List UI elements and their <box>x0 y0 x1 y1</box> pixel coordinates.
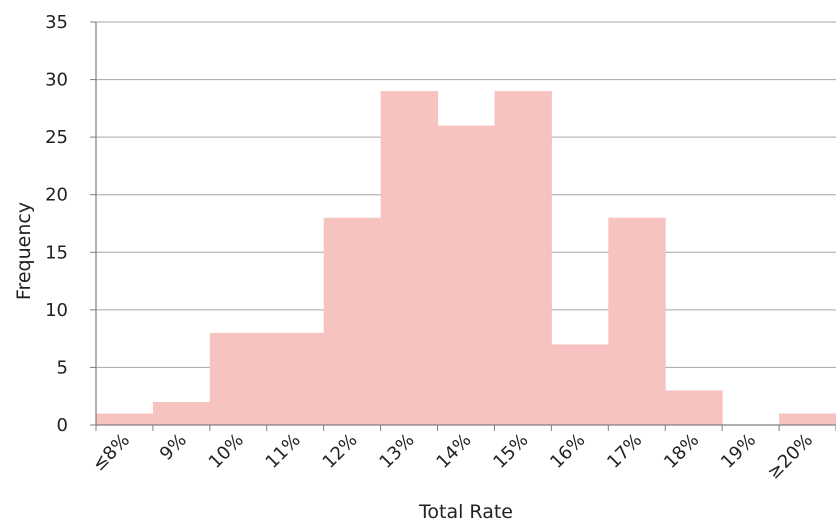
x-tick-label: 10% <box>205 430 248 473</box>
y-tick-label: 0 <box>57 415 68 436</box>
x-tick-labels: ≤8% 9% 10% 11% 12% 13% 14% 15% 16% 17% 18% 19% ≥20% <box>88 430 817 484</box>
x-tick-label: 11% <box>262 430 305 473</box>
x-tick-label: 18% <box>660 430 703 473</box>
y-tick-label: 20 <box>45 185 68 206</box>
y-tick-label: 10 <box>45 300 68 321</box>
x-tick-label: 13% <box>375 430 418 473</box>
y-tick-labels: 0 5 10 15 20 25 30 35 <box>45 12 68 436</box>
x-tick-label: 12% <box>319 430 362 473</box>
y-tick-label: 35 <box>45 12 68 33</box>
y-axis-title: Frequency <box>13 202 35 300</box>
x-tick-label: 17% <box>603 430 646 473</box>
bar <box>152 401 211 425</box>
bars <box>96 91 836 425</box>
bar <box>437 125 495 425</box>
bar <box>551 344 609 425</box>
bar <box>380 91 439 425</box>
bar <box>209 332 268 425</box>
x-tick-label: 9% <box>156 430 191 465</box>
bar <box>665 390 723 425</box>
bar <box>779 413 836 425</box>
x-tick-label: 19% <box>717 430 760 473</box>
x-tick-label: 15% <box>489 430 532 473</box>
x-tick-label: 16% <box>546 430 589 473</box>
bar <box>266 332 325 425</box>
x-tick-label: ≤8% <box>88 430 134 476</box>
y-tick-label: 25 <box>45 127 68 148</box>
y-tick-label: 30 <box>45 70 68 91</box>
bar <box>494 91 552 425</box>
axes <box>90 21 836 431</box>
bar <box>96 413 154 425</box>
x-tick-label: 14% <box>432 430 475 473</box>
x-axis-title: Total Rate <box>418 501 513 523</box>
bar <box>323 217 382 425</box>
y-tick-label: 15 <box>45 242 68 263</box>
bar <box>608 217 666 425</box>
x-tick-label: ≥20% <box>763 430 817 484</box>
y-tick-label: 5 <box>57 357 68 378</box>
